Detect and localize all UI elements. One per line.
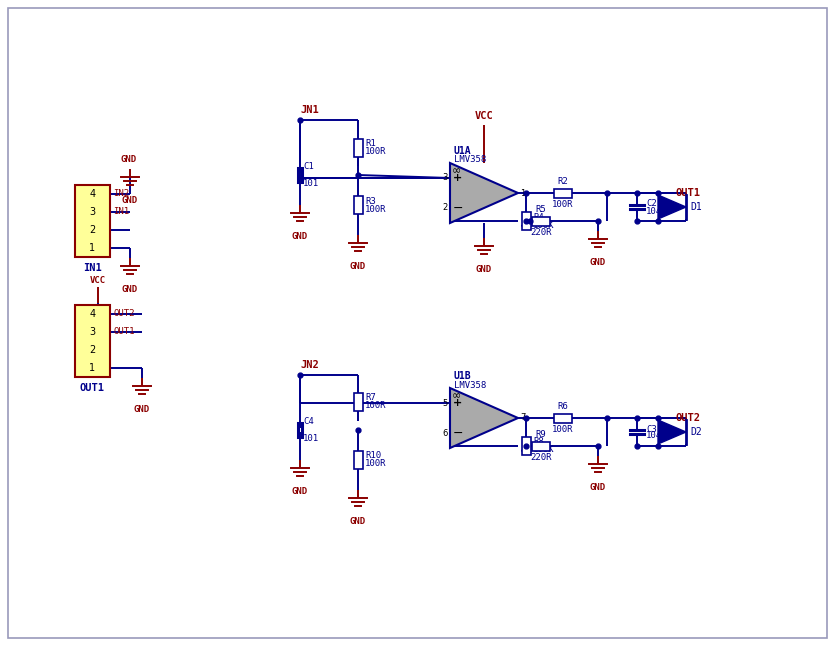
- Text: 6: 6: [443, 428, 448, 437]
- Text: 104: 104: [646, 432, 662, 441]
- Text: 2: 2: [89, 225, 96, 235]
- Text: GND: GND: [122, 285, 138, 294]
- Text: R9: R9: [535, 430, 546, 439]
- Text: 5: 5: [443, 399, 448, 408]
- Bar: [75, 185, 110, 257]
- Bar: [522, 437, 530, 455]
- Bar: [554, 413, 572, 422]
- Bar: [353, 393, 362, 411]
- Text: U1A: U1A: [454, 146, 472, 156]
- Text: 2: 2: [89, 345, 96, 355]
- Text: OUT1: OUT1: [675, 188, 700, 198]
- Bar: [522, 212, 530, 230]
- Text: 100R: 100R: [552, 200, 574, 209]
- Text: 100R: 100R: [365, 205, 387, 213]
- Text: 7: 7: [520, 413, 525, 422]
- Text: GND: GND: [122, 196, 138, 205]
- Text: 3: 3: [443, 174, 448, 183]
- Text: IN2: IN2: [113, 189, 129, 198]
- Bar: [75, 305, 110, 377]
- Text: 220R: 220R: [530, 453, 552, 462]
- Text: JN1: JN1: [300, 105, 319, 115]
- Text: C3: C3: [646, 424, 657, 433]
- Text: 101: 101: [303, 434, 319, 443]
- Text: 100R: 100R: [365, 459, 387, 468]
- Text: R3: R3: [365, 196, 376, 205]
- Text: GND: GND: [350, 517, 366, 526]
- Text: ∞: ∞: [452, 391, 461, 401]
- Text: C1: C1: [303, 162, 314, 171]
- Text: R1: R1: [365, 139, 376, 148]
- Text: 3: 3: [89, 327, 95, 337]
- Text: 220R: 220R: [530, 228, 552, 237]
- Text: OUT1: OUT1: [113, 328, 134, 337]
- Text: 100R: 100R: [365, 147, 387, 156]
- Text: GND: GND: [350, 262, 366, 271]
- Text: 1: 1: [89, 363, 95, 373]
- Text: 101: 101: [303, 179, 319, 188]
- Bar: [554, 189, 572, 198]
- Text: ∞: ∞: [452, 166, 461, 176]
- Text: +: +: [453, 173, 463, 183]
- Bar: [353, 196, 362, 214]
- Text: GND: GND: [476, 265, 492, 274]
- Text: GND: GND: [121, 155, 137, 164]
- Text: R4: R4: [533, 213, 544, 222]
- Text: LMV358: LMV358: [454, 380, 486, 390]
- Bar: [532, 441, 550, 450]
- Text: R8: R8: [533, 437, 544, 446]
- Text: 3: 3: [89, 207, 95, 217]
- Text: 100K: 100K: [533, 220, 554, 229]
- Text: R5: R5: [535, 205, 546, 214]
- Bar: [532, 216, 550, 225]
- Text: IN1: IN1: [113, 207, 129, 216]
- Text: −: −: [453, 426, 463, 439]
- Text: R2: R2: [558, 177, 569, 186]
- Text: OUT1: OUT1: [80, 383, 105, 393]
- Text: D1: D1: [690, 202, 701, 212]
- Polygon shape: [658, 195, 686, 219]
- Text: GND: GND: [292, 232, 308, 241]
- Text: GND: GND: [134, 405, 150, 414]
- Polygon shape: [658, 420, 686, 444]
- Text: 4: 4: [89, 309, 95, 319]
- Text: VCC: VCC: [474, 111, 493, 121]
- Bar: [353, 451, 362, 469]
- Text: U1B: U1B: [454, 371, 472, 381]
- Text: VCC: VCC: [89, 276, 105, 285]
- Text: R6: R6: [558, 402, 569, 411]
- Text: D2: D2: [690, 427, 701, 437]
- Text: GND: GND: [590, 483, 606, 492]
- Text: 104: 104: [646, 207, 662, 216]
- Polygon shape: [450, 388, 518, 448]
- Text: −: −: [453, 202, 463, 214]
- Polygon shape: [450, 163, 518, 223]
- Text: 100K: 100K: [533, 446, 554, 455]
- Text: 2: 2: [443, 203, 448, 213]
- Text: +: +: [453, 398, 463, 408]
- Text: 1: 1: [520, 189, 525, 198]
- Text: 100R: 100R: [552, 425, 574, 434]
- Text: C4: C4: [303, 417, 314, 426]
- Text: R7: R7: [365, 393, 376, 402]
- Bar: [353, 138, 362, 156]
- Text: C2: C2: [646, 200, 657, 209]
- Text: OUT2: OUT2: [113, 309, 134, 318]
- Text: 1: 1: [89, 243, 95, 253]
- Text: GND: GND: [292, 487, 308, 496]
- Text: R10: R10: [365, 452, 381, 461]
- Text: IN1: IN1: [84, 263, 102, 273]
- Text: LMV358: LMV358: [454, 156, 486, 165]
- Text: OUT2: OUT2: [675, 413, 700, 423]
- Text: JN2: JN2: [300, 360, 319, 370]
- Text: 100R: 100R: [365, 402, 387, 410]
- Text: 4: 4: [89, 189, 95, 199]
- Text: GND: GND: [590, 258, 606, 267]
